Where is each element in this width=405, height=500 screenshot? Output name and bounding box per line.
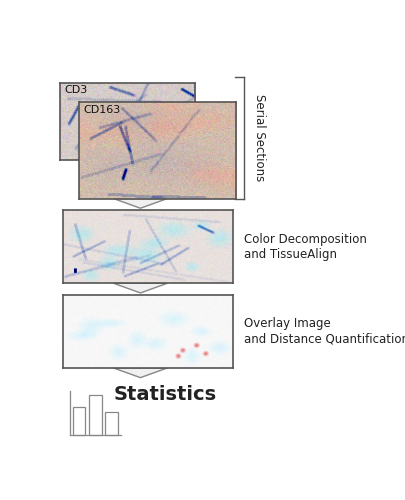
Polygon shape bbox=[113, 284, 167, 293]
Bar bbox=[72, 406, 85, 436]
Text: Color Decomposition
and TissueAlign: Color Decomposition and TissueAlign bbox=[244, 232, 366, 260]
Text: Serial Sections: Serial Sections bbox=[253, 94, 266, 182]
Polygon shape bbox=[113, 368, 167, 378]
Text: CD163: CD163 bbox=[83, 105, 121, 115]
Text: Statistics: Statistics bbox=[113, 386, 216, 404]
Text: CD3: CD3 bbox=[64, 86, 87, 96]
Polygon shape bbox=[113, 198, 167, 208]
Bar bbox=[105, 412, 118, 436]
Bar bbox=[89, 395, 102, 436]
Text: Overlay Image
and Distance Quantification: Overlay Image and Distance Quantificatio… bbox=[244, 318, 405, 345]
